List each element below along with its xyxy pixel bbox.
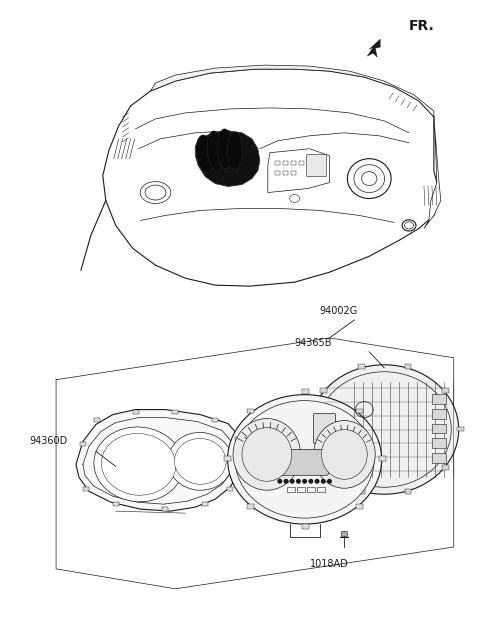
Bar (432, 453, 446, 463)
Ellipse shape (361, 172, 377, 185)
Text: 94197: 94197 (179, 422, 209, 432)
Bar (432, 408, 446, 418)
Ellipse shape (94, 427, 183, 502)
Ellipse shape (402, 220, 416, 231)
FancyBboxPatch shape (313, 413, 336, 444)
Text: FR.: FR. (409, 20, 435, 34)
Bar (432, 394, 446, 404)
Bar (307, 487, 314, 492)
Bar (320, 388, 327, 393)
Circle shape (302, 479, 307, 484)
Bar (358, 364, 365, 369)
Polygon shape (424, 117, 441, 229)
FancyBboxPatch shape (307, 154, 326, 177)
Circle shape (321, 479, 326, 484)
Bar (341, 531, 348, 536)
Bar (247, 505, 254, 509)
Ellipse shape (235, 401, 374, 518)
Ellipse shape (101, 434, 176, 495)
Bar (237, 462, 243, 467)
Bar (291, 171, 296, 175)
Bar (306, 427, 312, 432)
Ellipse shape (317, 372, 451, 487)
Ellipse shape (207, 131, 223, 170)
Bar (283, 161, 288, 165)
Circle shape (327, 479, 332, 484)
Ellipse shape (140, 182, 171, 203)
Bar (247, 408, 254, 413)
Bar (291, 161, 296, 165)
Polygon shape (195, 131, 260, 187)
Bar (83, 487, 89, 491)
Ellipse shape (228, 394, 382, 524)
Ellipse shape (405, 222, 413, 229)
Bar (227, 487, 233, 491)
Ellipse shape (145, 185, 166, 200)
Bar (297, 487, 305, 492)
Bar (316, 487, 324, 492)
Bar (457, 427, 464, 432)
Text: 94360D: 94360D (29, 436, 68, 446)
Bar (212, 418, 218, 422)
Ellipse shape (354, 165, 384, 192)
Bar (113, 502, 119, 506)
Bar (320, 465, 327, 470)
Ellipse shape (233, 418, 300, 490)
Bar (275, 171, 280, 175)
Bar (299, 161, 304, 165)
Text: 94365B: 94365B (295, 338, 332, 348)
Bar (202, 502, 208, 506)
Polygon shape (76, 410, 242, 511)
Circle shape (277, 479, 282, 484)
Bar (172, 410, 179, 413)
Bar (301, 524, 309, 529)
Bar (442, 388, 449, 393)
Bar (357, 505, 363, 509)
FancyBboxPatch shape (281, 449, 328, 475)
Ellipse shape (168, 432, 232, 490)
Polygon shape (103, 69, 439, 286)
Ellipse shape (174, 439, 226, 484)
Bar (301, 389, 309, 394)
Bar (358, 489, 365, 494)
Bar (432, 423, 446, 434)
Circle shape (290, 479, 295, 484)
Ellipse shape (228, 132, 242, 170)
Ellipse shape (310, 365, 459, 494)
Bar (405, 489, 411, 494)
Polygon shape (367, 39, 380, 57)
Bar (235, 437, 241, 441)
Ellipse shape (242, 427, 292, 481)
Polygon shape (268, 149, 329, 192)
Bar (80, 442, 86, 446)
Bar (132, 410, 139, 413)
Ellipse shape (196, 135, 215, 172)
Bar (162, 507, 168, 511)
Bar (442, 465, 449, 470)
Circle shape (284, 479, 288, 484)
Bar (224, 456, 231, 461)
Polygon shape (151, 65, 434, 117)
Ellipse shape (217, 129, 233, 168)
Bar (275, 161, 280, 165)
Ellipse shape (290, 194, 300, 203)
Circle shape (308, 479, 313, 484)
Bar (405, 364, 411, 369)
Polygon shape (56, 338, 454, 589)
Ellipse shape (322, 430, 367, 479)
Bar (283, 171, 288, 175)
Bar (379, 456, 386, 461)
Circle shape (296, 479, 301, 484)
Ellipse shape (348, 159, 391, 199)
Text: 1018AD: 1018AD (310, 559, 348, 569)
Bar (287, 487, 295, 492)
Bar (432, 439, 446, 448)
Ellipse shape (313, 420, 375, 488)
Text: 94002G: 94002G (320, 306, 358, 316)
Circle shape (314, 479, 320, 484)
Bar (94, 418, 100, 422)
Bar (357, 408, 363, 413)
